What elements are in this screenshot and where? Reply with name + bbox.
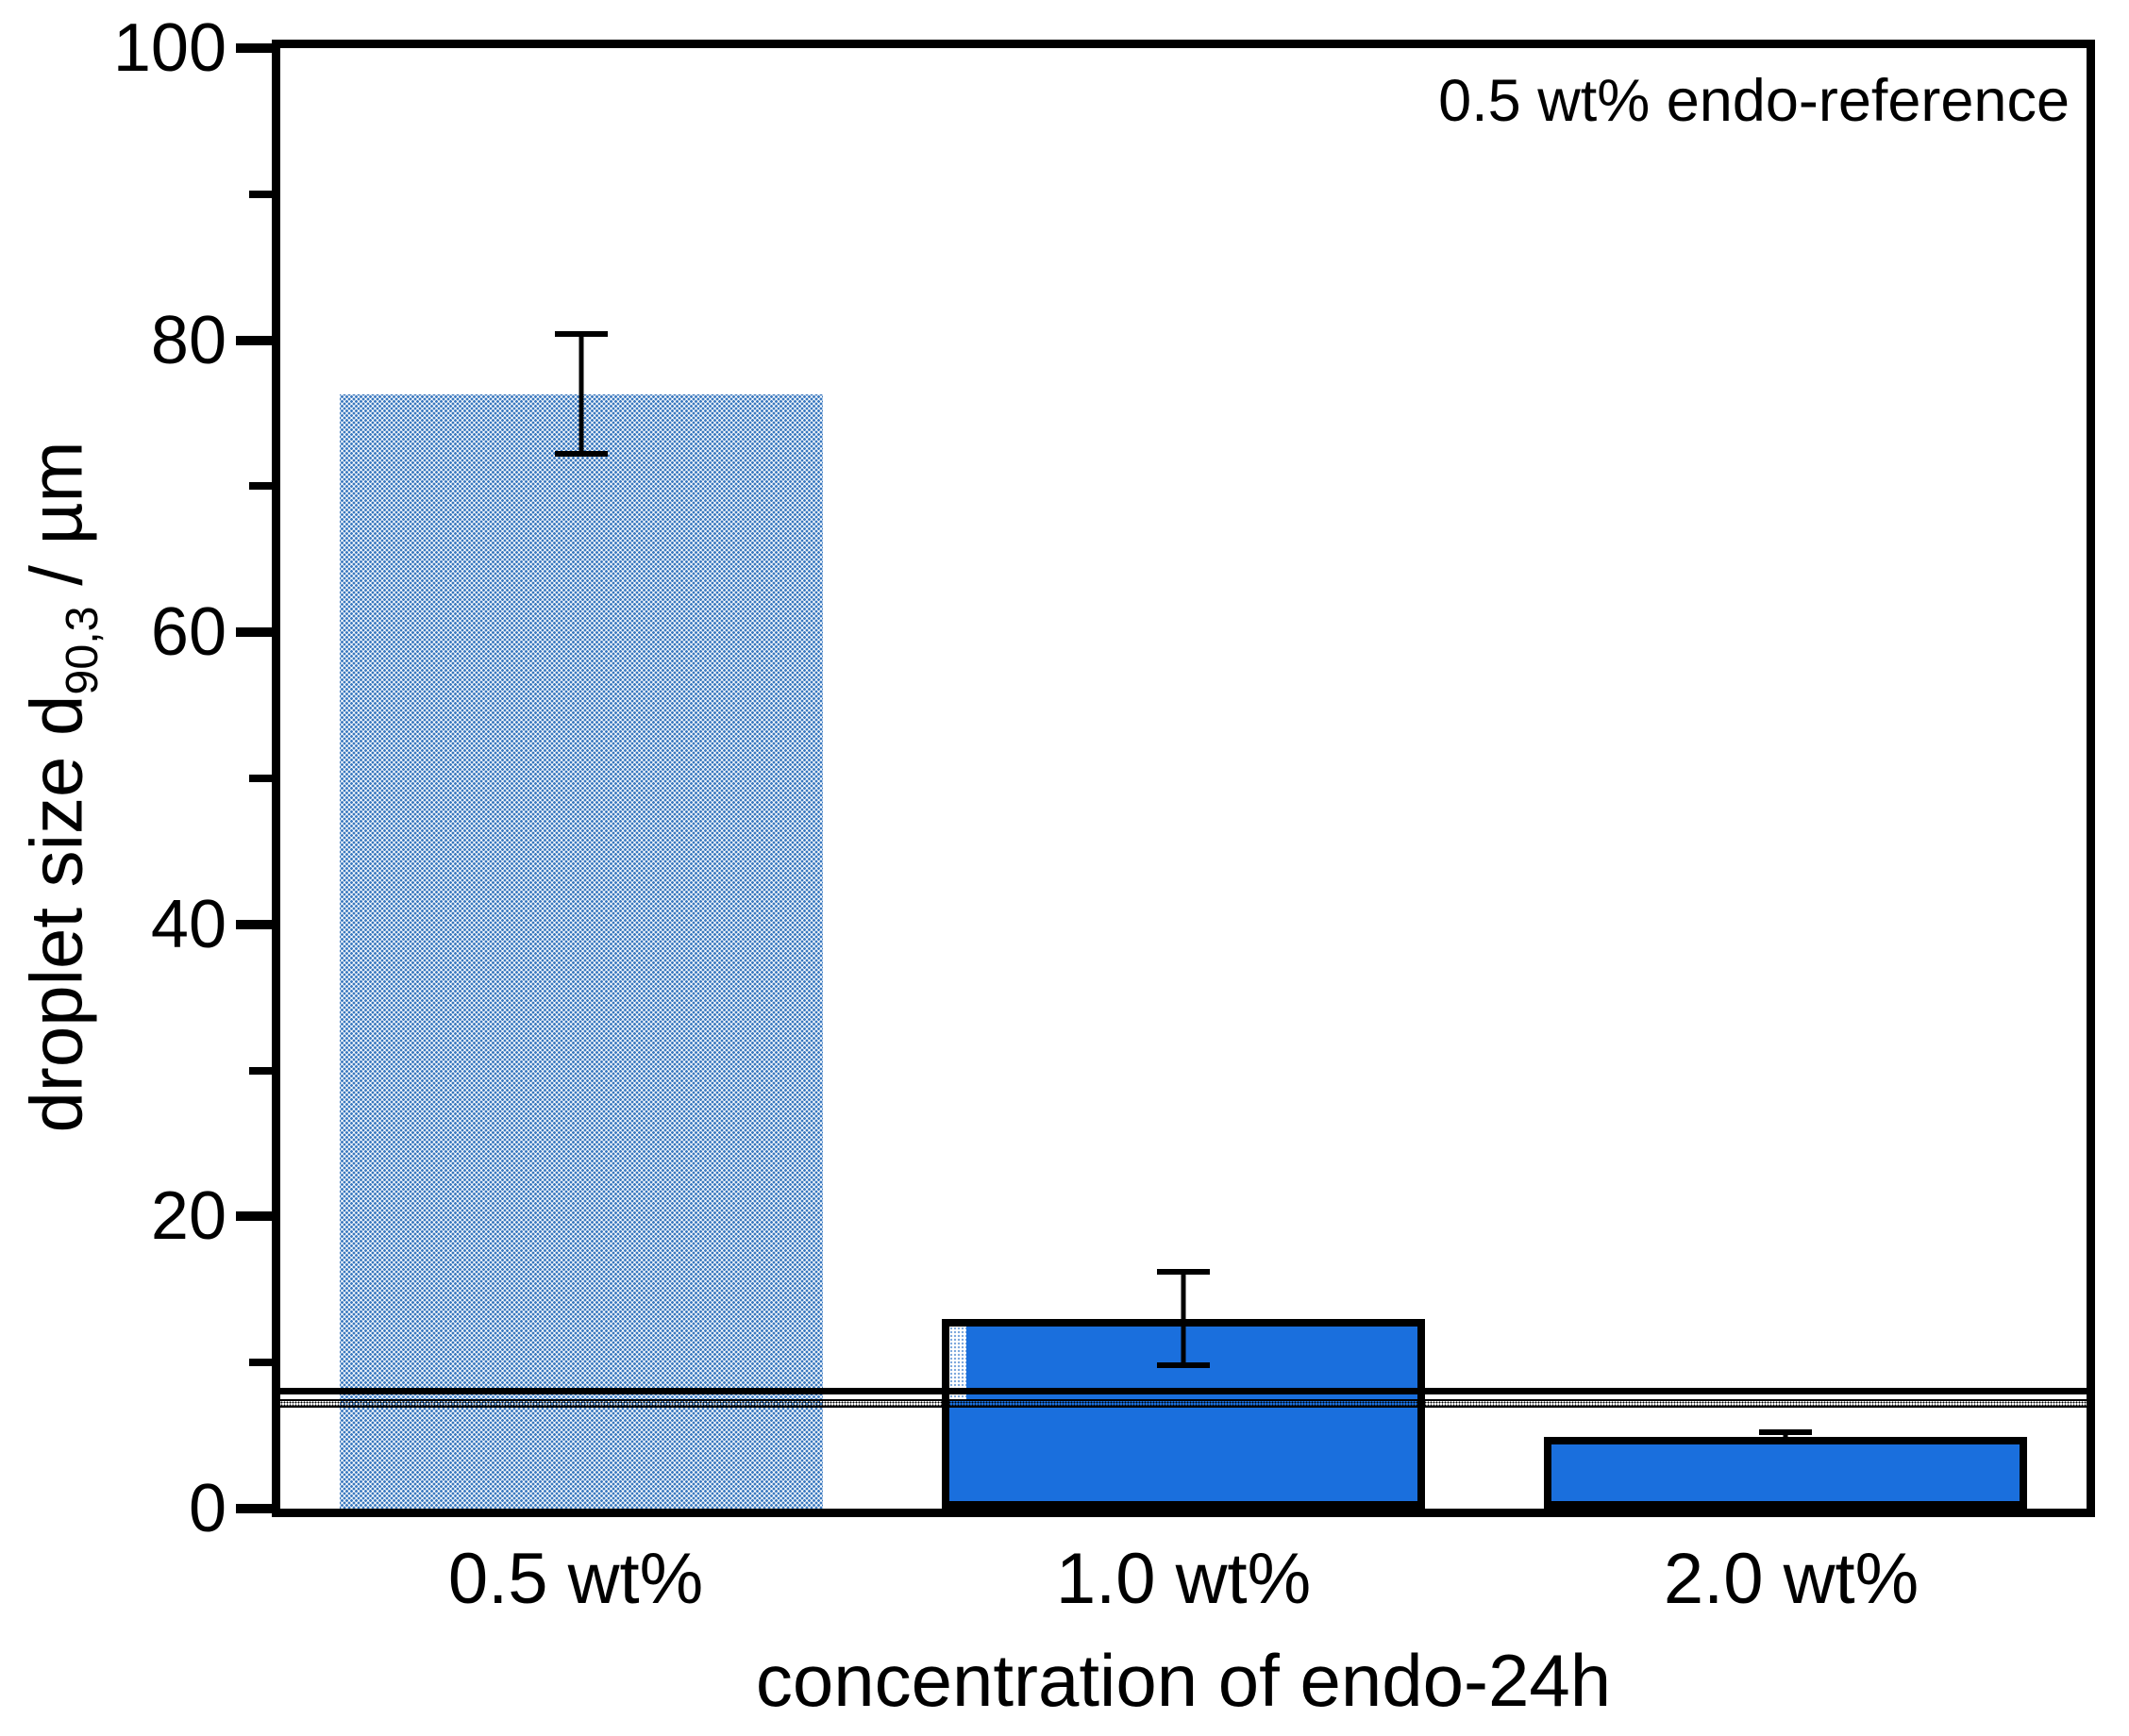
error-bar-3 bbox=[1759, 1429, 1812, 1444]
x-tick-label: 1.0 wt% bbox=[1055, 1539, 1312, 1619]
x-axis-title: concentration of endo-24h bbox=[755, 1639, 1612, 1722]
x-tick-label: 2.0 wt% bbox=[1663, 1539, 1919, 1619]
y-tick-label: 60 bbox=[150, 594, 226, 671]
y-major-tick bbox=[236, 1504, 272, 1513]
error-bar-cap-bottom bbox=[554, 451, 608, 458]
y-minor-tick bbox=[249, 775, 272, 782]
x-tick-label: 0.5 wt% bbox=[447, 1539, 704, 1619]
error-bar-cap-bottom bbox=[1759, 1437, 1812, 1444]
error-bar-cap-top bbox=[554, 331, 608, 338]
error-bar-cap-top bbox=[1157, 1269, 1210, 1276]
y-major-tick bbox=[236, 919, 272, 929]
y-minor-tick bbox=[249, 482, 272, 491]
reference-annotation: 0.5 wt% endo-reference bbox=[1438, 68, 2070, 134]
reference-line bbox=[280, 1388, 2087, 1395]
y-major-tick bbox=[236, 627, 272, 638]
bar-1 bbox=[339, 393, 823, 1509]
y-minor-tick bbox=[249, 1359, 272, 1367]
y-major-tick bbox=[236, 43, 272, 53]
error-bar-1 bbox=[554, 331, 608, 458]
plot-area: 0.5 wt% endo-reference bbox=[272, 40, 2095, 1517]
y-tick-label: 80 bbox=[150, 302, 226, 378]
bar-2-dotted-strip bbox=[949, 1326, 966, 1401]
reference-error-band bbox=[280, 1398, 2087, 1409]
y-major-tick bbox=[236, 1211, 272, 1222]
error-bar-cap-top bbox=[1759, 1429, 1812, 1436]
error-bar-cap-bottom bbox=[1157, 1362, 1210, 1369]
y-tick-label: 0 bbox=[188, 1471, 226, 1546]
error-bar-line bbox=[578, 331, 584, 458]
y-minor-tick bbox=[249, 190, 272, 198]
error-bar-line bbox=[1783, 1429, 1788, 1444]
bar-3 bbox=[1544, 1437, 2027, 1509]
y-tick-label: 100 bbox=[112, 10, 226, 86]
x-tick-labels: 0.5 wt% 1.0 wt% 2.0 wt% bbox=[272, 1544, 2095, 1633]
y-tick-labels: 0 20 40 60 80 100 bbox=[0, 14, 232, 1543]
y-tick-label: 20 bbox=[150, 1178, 226, 1255]
y-tick-label: 40 bbox=[150, 886, 226, 962]
error-bar-line bbox=[1181, 1269, 1186, 1369]
error-bar-2 bbox=[1157, 1269, 1210, 1369]
y-minor-tick bbox=[249, 1066, 272, 1075]
y-major-tick bbox=[236, 335, 272, 345]
